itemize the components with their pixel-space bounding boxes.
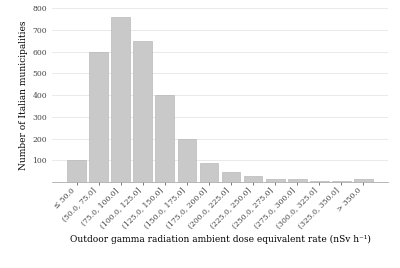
Bar — [89, 51, 108, 182]
Bar — [222, 172, 240, 182]
Bar — [332, 181, 351, 182]
Y-axis label: Number of Italian municipalities: Number of Italian municipalities — [19, 20, 28, 170]
Bar — [244, 176, 262, 182]
X-axis label: Outdoor gamma radiation ambient dose equivalent rate (nSv h⁻¹): Outdoor gamma radiation ambient dose equ… — [70, 235, 370, 244]
Bar — [67, 161, 86, 182]
Bar — [200, 163, 218, 182]
Bar — [354, 179, 373, 182]
Bar — [310, 181, 329, 182]
Bar — [134, 41, 152, 182]
Bar — [266, 179, 284, 182]
Bar — [156, 95, 174, 182]
Bar — [111, 17, 130, 182]
Bar — [288, 179, 306, 182]
Bar — [178, 139, 196, 182]
